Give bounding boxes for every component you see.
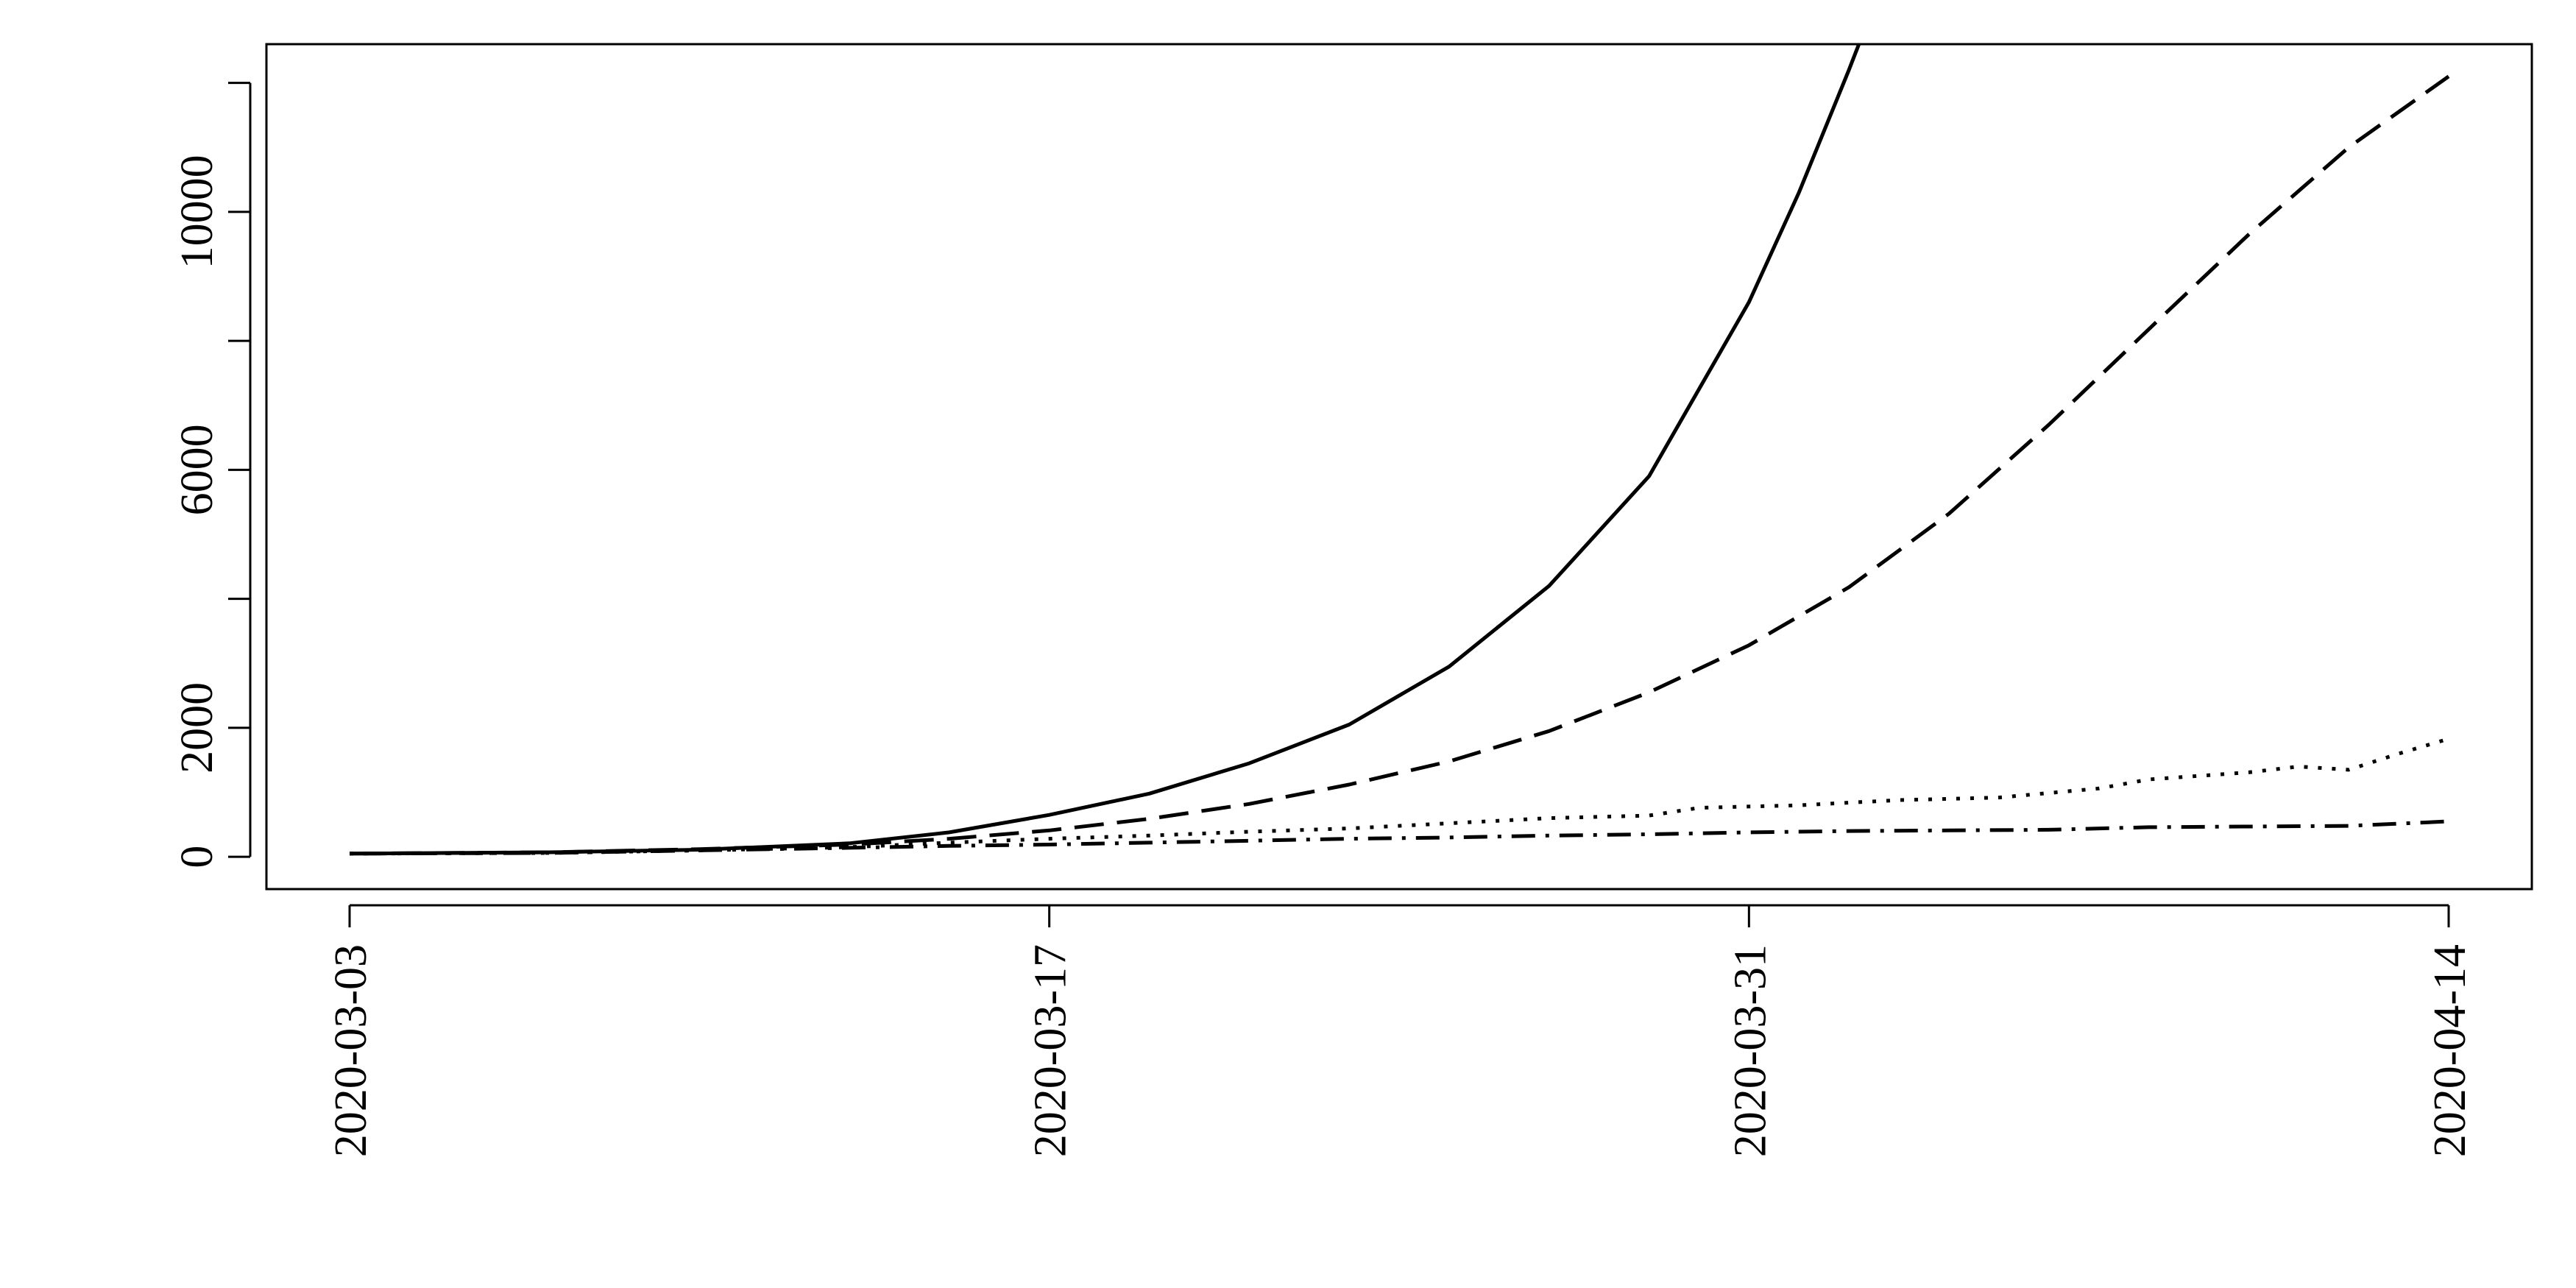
- plot-frame: [265, 43, 2533, 891]
- y-tick-label: 2000: [172, 682, 222, 774]
- series-2-line: [349, 74, 2450, 856]
- y-tick-label: 10000: [172, 155, 222, 269]
- x-tick-label: 2020-03-17: [1026, 944, 1076, 1157]
- x-tick-label: 2020-03-31: [1725, 944, 1775, 1157]
- x-tick-label: 2020-04-14: [2425, 944, 2475, 1157]
- y-tick-label: 0: [172, 846, 222, 868]
- x-tick-label: 2020-03-03: [326, 944, 376, 1157]
- series-1-line: [349, 44, 1861, 856]
- x-axis: 2020-03-03 2020-03-17 2020-03-31 2020-04-14: [326, 904, 2475, 1157]
- series-4-line: [349, 819, 2449, 856]
- series-3-line: [349, 737, 2449, 856]
- y-axis: 0 2000 6000 10000: [172, 82, 252, 868]
- series-layer: [349, 44, 2450, 856]
- y-tick-label: 6000: [172, 424, 222, 515]
